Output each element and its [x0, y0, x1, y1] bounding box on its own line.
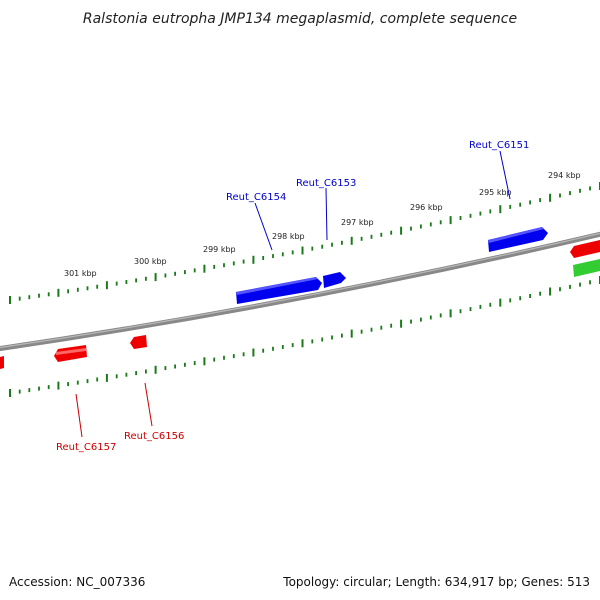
leader-reut-c6156 [144, 382, 153, 427]
scale-label-294: 294 kbp [548, 171, 581, 180]
gene-arrow-reut-c6154[interactable] [236, 277, 322, 304]
leader-reut-c6157 [75, 393, 83, 438]
scale-label-300: 300 kbp [134, 257, 167, 266]
scale-label-301: 301 kbp [64, 269, 97, 278]
plasmid-backbone-highlight [0, 232, 600, 349]
leader-reut-c6151 [499, 150, 511, 200]
gene-arrow-left-edge[interactable] [0, 356, 4, 369]
gene-arrow-reut-c6151[interactable] [488, 227, 548, 252]
gene-arrow-reut-c6156[interactable] [130, 335, 147, 349]
accession-text: Accession: NC_007336 [9, 575, 145, 589]
label-reut-c6153[interactable]: Reut_C6153 [296, 178, 356, 189]
scale-labels: 301 kbp 300 kbp 299 kbp 298 kbp 297 kbp … [64, 171, 581, 278]
label-reut-c6151[interactable]: Reut_C6151 [469, 140, 529, 151]
label-reut-c6157[interactable]: Reut_C6157 [56, 442, 116, 453]
outer-tick-track [9, 182, 600, 304]
gene-arrow-right-red[interactable] [570, 240, 600, 258]
scale-label-298: 298 kbp [272, 232, 305, 241]
label-reut-c6156[interactable]: Reut_C6156 [124, 431, 184, 442]
scale-label-297: 297 kbp [341, 218, 374, 227]
leader-reut-c6153 [325, 187, 328, 241]
reverse-genes [0, 240, 600, 369]
scale-label-299: 299 kbp [203, 245, 236, 254]
gene-labels: Reut_C6154 Reut_C6153 Reut_C6151 Reut_C6… [56, 140, 529, 453]
leader-reut-c6154 [254, 202, 273, 251]
gene-arrow-reut-c6151-shade [488, 227, 544, 243]
scale-label-295: 295 kbp [479, 188, 512, 197]
label-reut-c6154[interactable]: Reut_C6154 [226, 192, 286, 203]
scale-label-296: 296 kbp [410, 203, 443, 212]
summary-text: Topology: circular; Length: 634,917 bp; … [282, 575, 590, 589]
gene-arrow-right-green[interactable] [573, 259, 600, 277]
gene-arrow-reut-c6157-shade [56, 348, 86, 355]
plasmid-backbone [0, 231, 600, 352]
gene-arrow-reut-c6154-shade [236, 277, 318, 295]
map-title: Ralstonia eutropha JMP134 megaplasmid, c… [83, 11, 517, 27]
gene-arrow-reut-c6153[interactable] [323, 272, 346, 288]
forward-genes [236, 227, 548, 304]
inner-tick-track [9, 276, 600, 397]
